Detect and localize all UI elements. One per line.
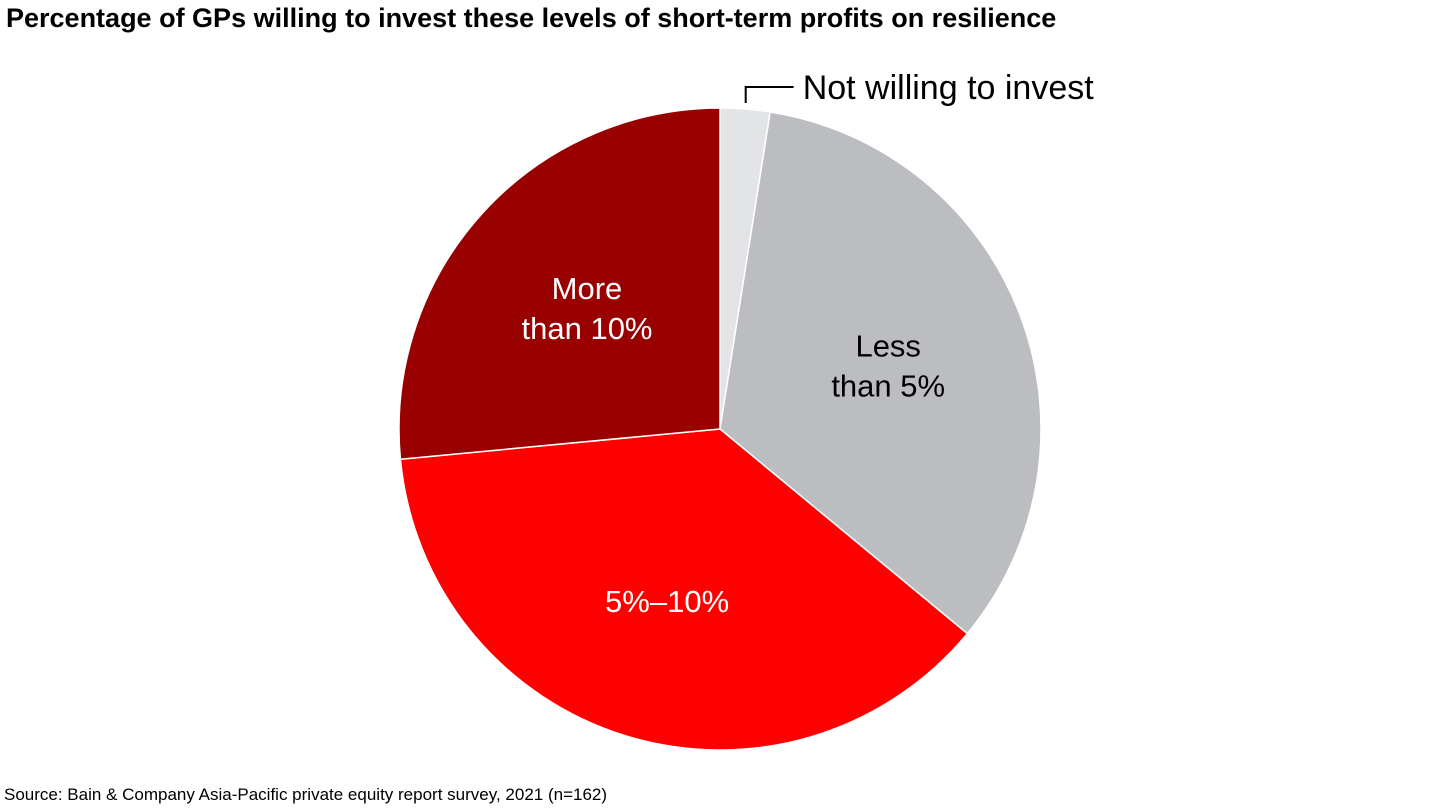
- slice-label-not-willing-to-invest: Not willing to invest: [803, 69, 1095, 107]
- pie-slice-less-than-5: [719, 111, 1042, 635]
- pie-slice-5-10: [399, 428, 969, 751]
- callout-leader-not-willing-to-invest: [744, 86, 794, 103]
- slice-label-more-than-10: More than 10%: [522, 271, 653, 346]
- pie-labels: Not willing to invest Less than 5% 5%–10% Mo…: [522, 69, 1095, 619]
- pie-slice-more-than-10: [398, 107, 721, 460]
- pie-slices: [398, 107, 1042, 751]
- slice-label-less-than-5: Less than 5%: [831, 329, 945, 404]
- slice-label-5-10: 5%–10%: [605, 584, 729, 619]
- source-note: Source: Bain & Company Asia-Pacific priv…: [4, 785, 608, 804]
- chart-title: Percentage of GPs willing to invest thes…: [6, 3, 1057, 33]
